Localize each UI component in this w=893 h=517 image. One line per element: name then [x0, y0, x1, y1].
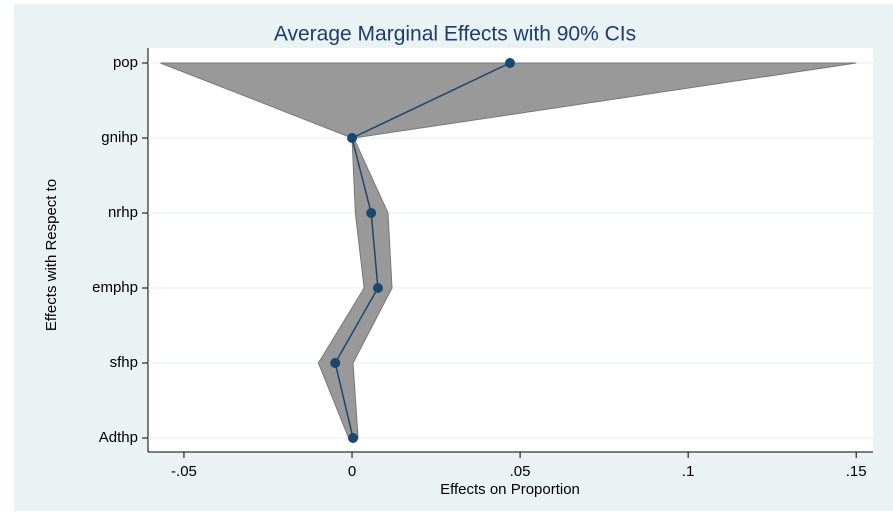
x-tick-label: .15 — [846, 463, 867, 480]
effect-point — [347, 133, 358, 143]
x-tick-label: .1 — [682, 463, 695, 480]
effect-point — [348, 433, 359, 443]
x-tick-label: 0 — [348, 463, 356, 480]
y-tick-label: gnihp — [101, 129, 138, 146]
y-tick-label: emphp — [92, 279, 138, 296]
plot-area — [148, 48, 873, 452]
y-tick-label: nrhp — [108, 204, 138, 221]
x-tick-label: -.05 — [171, 463, 197, 480]
effect-line — [334, 62, 511, 439]
chart-title: Average Marginal Effects with 90% CIs — [274, 23, 636, 46]
effect-point — [504, 58, 515, 68]
x-tick-label: .05 — [510, 463, 531, 480]
effect-point — [330, 358, 341, 368]
effect-point — [366, 208, 377, 218]
x-axis-label: Effects on Proportion — [440, 481, 580, 498]
y-axis-label: Effects with Respect to — [43, 179, 60, 331]
y-tick-label: pop — [113, 54, 138, 71]
effect-point — [372, 283, 383, 293]
y-tick-label: Adthp — [99, 429, 138, 446]
y-tick-label: sfhp — [110, 354, 138, 371]
